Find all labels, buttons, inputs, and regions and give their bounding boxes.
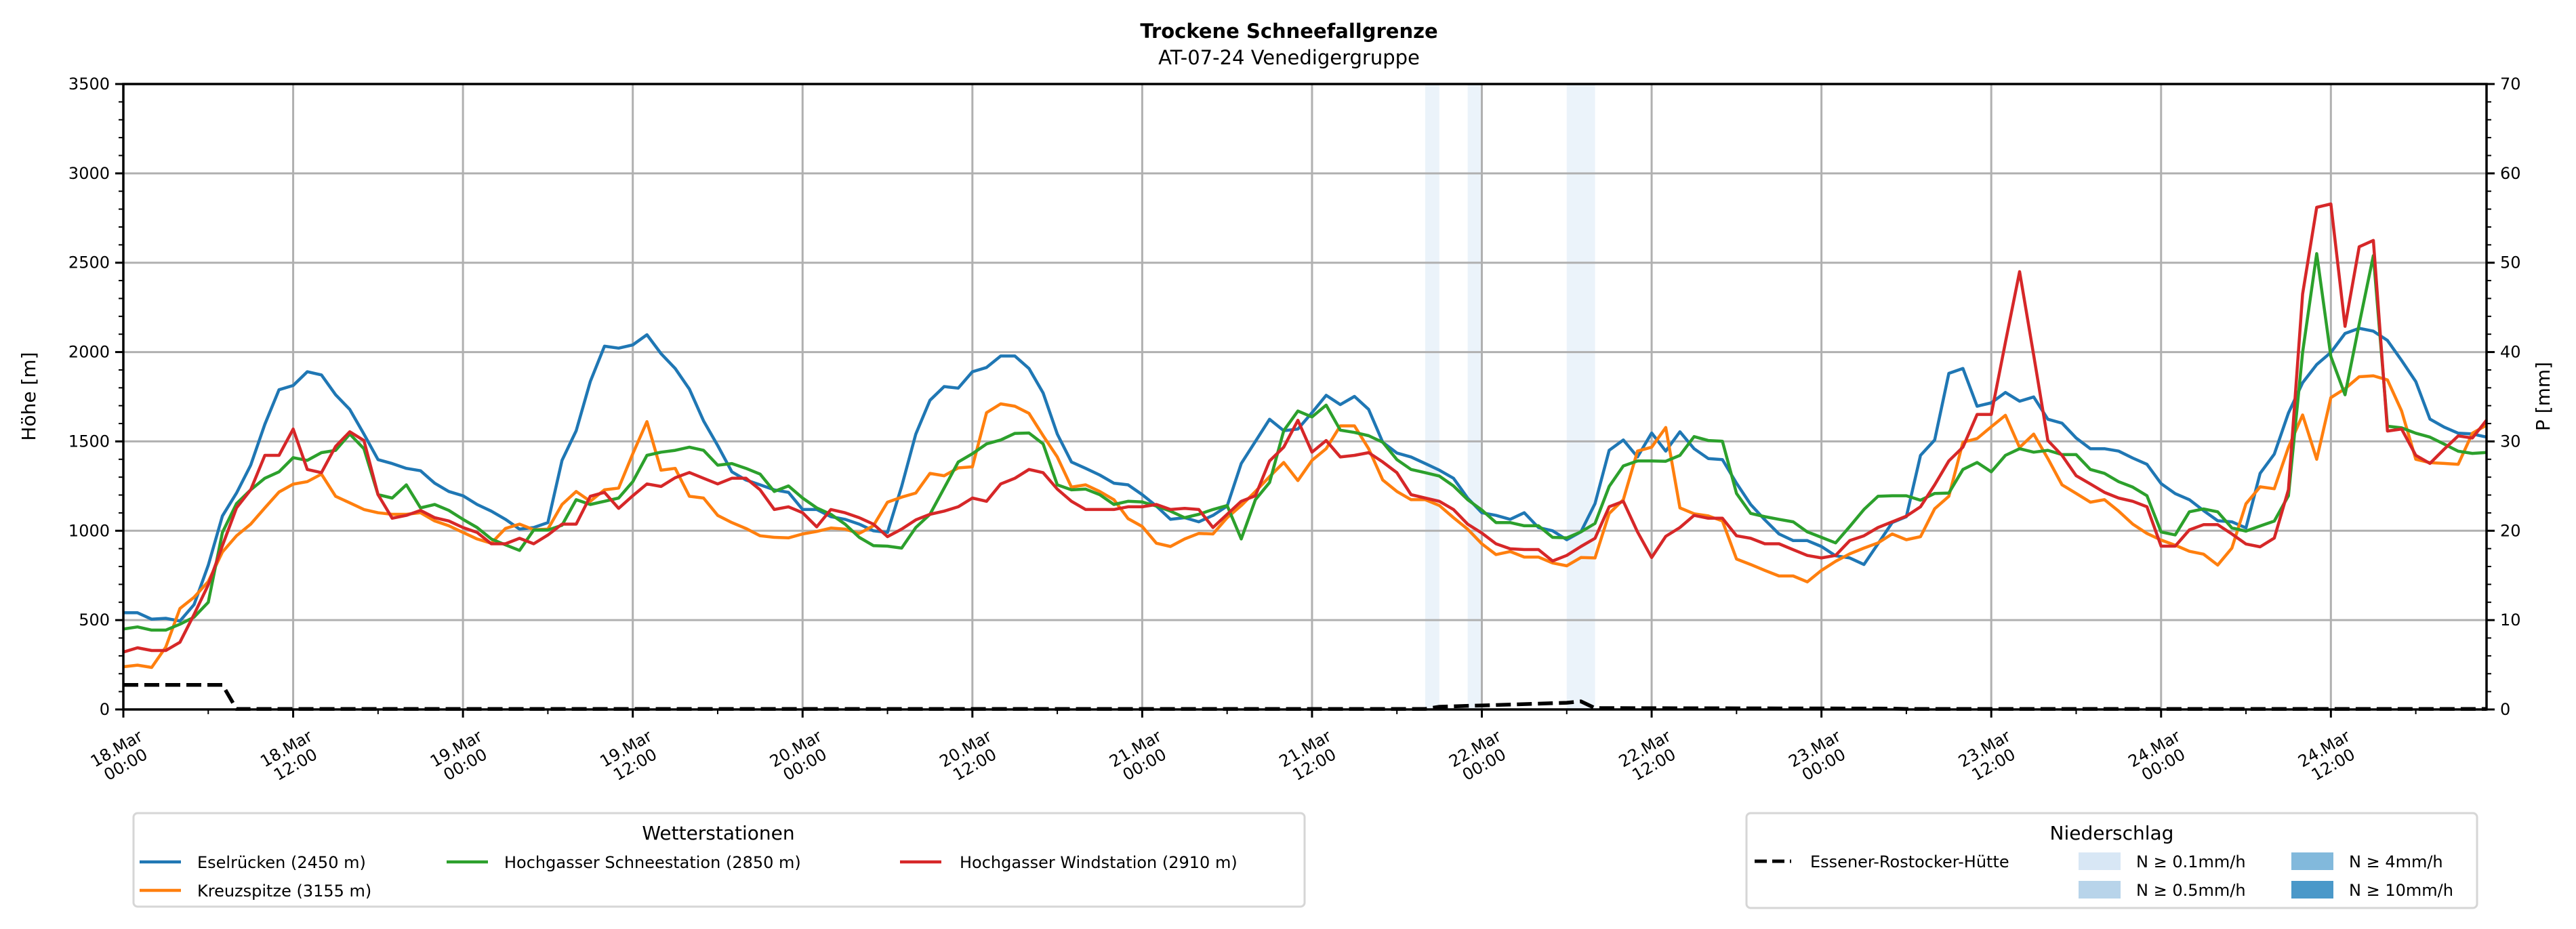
legend-item-eselruecken: Eselrücken (2450 m)	[140, 853, 366, 872]
legend-label: N ≥ 4mm/h	[2349, 852, 2443, 871]
y-tick-label: 0	[100, 700, 110, 719]
legend-swatch	[2079, 852, 2121, 870]
legend-label: N ≥ 10mm/h	[2349, 881, 2453, 900]
legend-label: Hochgasser Windstation (2910 m)	[960, 853, 1238, 872]
y-tick-label: 2000	[68, 343, 110, 362]
y-right-tick-label: 10	[2500, 611, 2521, 629]
y-tick-label: 500	[79, 611, 110, 629]
y-tick-label: 2500	[68, 253, 110, 272]
x-tick-label: 24.Mar12:00	[2295, 726, 2363, 787]
y-right-tick-label: 60	[2500, 164, 2521, 183]
precip-line-essener-rostocker-huette	[123, 682, 2487, 711]
y-right-tick-label: 70	[2500, 75, 2521, 94]
legend-label: N ≥ 0.1mm/h	[2136, 852, 2246, 871]
plot-frame	[122, 83, 2488, 711]
legend-item-n-4: N ≥ 4mm/h	[2291, 852, 2443, 871]
x-tick-label: 19.Mar00:00	[427, 726, 495, 787]
series-lines	[123, 202, 2488, 711]
legend-label: N ≥ 0.5mm/h	[2136, 881, 2246, 900]
series-line-1	[123, 374, 2488, 669]
x-tick-label: 19.Mar12:00	[597, 726, 665, 787]
legend-item-hochgasser-schneestation: Hochgasser Schneestation (2850 m)	[447, 853, 801, 872]
x-tick-label: 21.Mar12:00	[1276, 726, 1344, 787]
legend-item-n-0-5: N ≥ 0.5mm/h	[2079, 881, 2246, 900]
legend-label: Kreuzspitze (3155 m)	[197, 882, 371, 901]
y-right-tick-label: 30	[2500, 432, 2521, 451]
legend-item-essener-rostocker-huette: Essener-Rostocker-Hütte	[1755, 852, 2009, 871]
precip-band	[1425, 84, 1439, 709]
grid	[122, 83, 2487, 711]
y-right-tick-label: 40	[2500, 343, 2521, 362]
x-tick-label: 23.Mar00:00	[1785, 726, 1853, 787]
legend-swatch	[2291, 852, 2333, 870]
x-tick-label: 22.Mar12:00	[1616, 726, 1683, 787]
legend-item-hochgasser-windstation: Hochgasser Windstation (2910 m)	[900, 853, 1238, 872]
legend-item-n-10: N ≥ 10mm/h	[2291, 881, 2453, 900]
x-tick-label: 18.Mar00:00	[87, 726, 155, 787]
legend-swatch	[2079, 881, 2121, 899]
legend-label: Essener-Rostocker-Hütte	[1810, 852, 2009, 871]
y-axis-right-label: P [mm]	[2532, 362, 2554, 431]
legend-precip: Niederschlag Essener-Rostocker-Hütte N ≥…	[1745, 812, 2478, 909]
legend-label: Eselrücken (2450 m)	[197, 853, 366, 872]
x-tick-label: 23.Mar12:00	[1955, 726, 2023, 787]
chart-title: Trockene Schneefallgrenze	[1140, 20, 1437, 43]
y-right-tick-label: 0	[2500, 700, 2510, 719]
legend-stations-title: Wetterstationen	[642, 822, 794, 844]
precip-bands	[1425, 84, 1595, 709]
legend-label: Hochgasser Schneestation (2850 m)	[504, 853, 801, 872]
x-tick-label: 20.Mar12:00	[937, 726, 1004, 787]
series-line-0	[123, 327, 2487, 623]
y-right-tick-label: 50	[2500, 253, 2521, 272]
chart-subtitle: AT-07-24 Venedigergruppe	[1158, 46, 1420, 69]
legend-swatch	[2291, 881, 2333, 899]
precip-band	[1566, 84, 1595, 709]
x-tick-label: 24.Mar00:00	[2125, 726, 2193, 787]
series-line-2	[123, 252, 2487, 632]
y-tick-label: 1500	[68, 432, 110, 451]
y-tick-label: 3000	[68, 164, 110, 183]
legend-item-n-0-1: N ≥ 0.1mm/h	[2079, 852, 2246, 871]
x-tick-label: 22.Mar00:00	[1446, 726, 1513, 787]
x-tick-label: 21.Mar00:00	[1106, 726, 1174, 787]
x-tick-label: 18.Mar12:00	[257, 726, 325, 787]
legend-item-kreuzspitze: Kreuzspitze (3155 m)	[140, 882, 371, 901]
series-line-3	[123, 202, 2488, 654]
legend-stations: Wetterstationen Eselrücken (2450 m) Kreu…	[132, 812, 1306, 908]
y-right-tick-label: 20	[2500, 521, 2521, 540]
precip-band	[1467, 84, 1482, 709]
legend-precip-title: Niederschlag	[2050, 822, 2174, 844]
y-tick-label: 1000	[68, 521, 110, 540]
x-tick-label: 20.Mar00:00	[766, 726, 834, 787]
y-axis-label: Höhe [m]	[18, 352, 40, 440]
y-tick-label: 3500	[68, 75, 110, 94]
